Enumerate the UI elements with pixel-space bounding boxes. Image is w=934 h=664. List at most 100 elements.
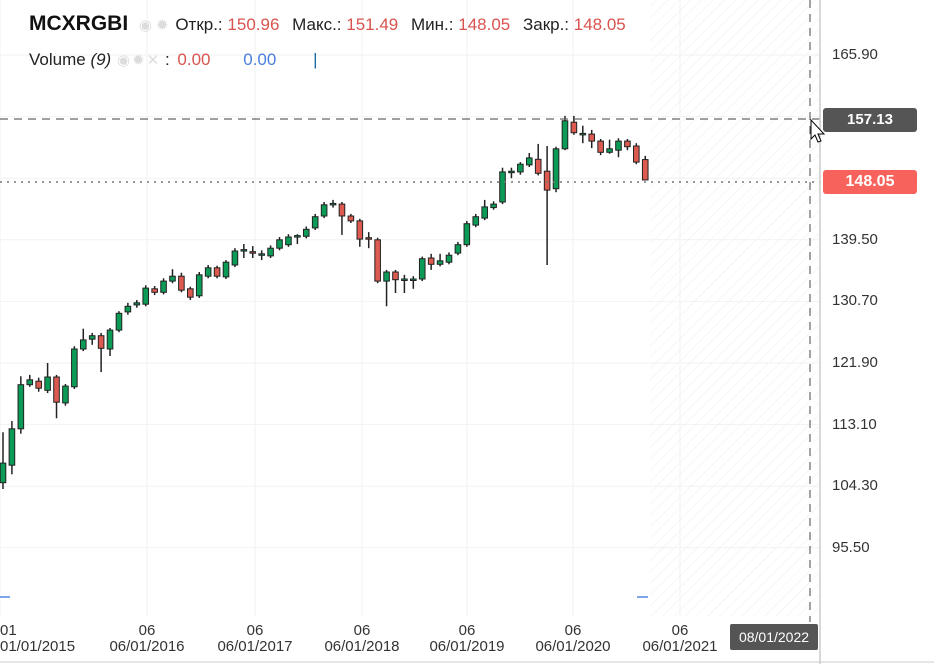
candle[interactable] [258, 250, 265, 261]
candle[interactable] [624, 139, 631, 151]
candle[interactable] [267, 245, 274, 258]
candle[interactable] [302, 226, 310, 239]
candle[interactable] [187, 286, 194, 300]
candle[interactable] [597, 139, 604, 156]
candle[interactable] [124, 302, 132, 315]
candle-body-up [79, 339, 87, 350]
candle[interactable] [294, 234, 301, 244]
candle[interactable] [490, 201, 497, 210]
candle[interactable] [436, 253, 444, 267]
candle[interactable] [481, 199, 488, 221]
candle[interactable] [499, 167, 506, 205]
candle[interactable] [169, 269, 176, 284]
candle-series [0, 115, 649, 489]
candle[interactable] [240, 244, 248, 258]
candle[interactable] [53, 374, 60, 419]
candle-body-up [169, 275, 176, 282]
candle[interactable] [606, 139, 613, 154]
candle[interactable] [231, 248, 239, 268]
candle-body-up [115, 312, 123, 331]
candle[interactable] [62, 384, 69, 406]
candle[interactable] [26, 374, 34, 387]
eye-icon[interactable]: ◉ [138, 17, 152, 34]
high-label: Макс.: [292, 15, 342, 34]
candle[interactable] [276, 237, 283, 251]
candle-body-down [53, 376, 60, 403]
candle-body-up [445, 254, 453, 263]
candle[interactable] [329, 199, 337, 208]
candle[interactable] [97, 332, 105, 373]
candle[interactable] [213, 265, 221, 279]
candle[interactable] [338, 202, 346, 235]
candle[interactable] [8, 421, 16, 475]
candle[interactable] [17, 376, 25, 434]
candle[interactable] [615, 138, 622, 158]
candle[interactable] [320, 202, 328, 219]
candle[interactable] [374, 237, 381, 284]
candle[interactable] [160, 278, 167, 295]
candle[interactable] [401, 274, 408, 293]
candle[interactable] [561, 115, 569, 151]
candle[interactable] [454, 241, 462, 256]
candle[interactable] [178, 272, 185, 293]
candle[interactable] [285, 234, 292, 247]
time-label: 06 06/01/2019 [417, 623, 517, 655]
time-label-date: 06/01/2020 [535, 638, 611, 655]
candle[interactable] [534, 143, 542, 176]
candle[interactable] [311, 213, 319, 230]
candle[interactable] [392, 269, 399, 293]
candle[interactable] [79, 328, 87, 352]
crosshair-date-tag: 08/01/2022 [730, 624, 818, 650]
candle[interactable] [410, 276, 417, 289]
candle[interactable] [418, 256, 426, 282]
candle[interactable] [641, 155, 649, 181]
candle-body-up [71, 348, 78, 388]
candle[interactable] [347, 213, 355, 223]
candle[interactable] [365, 232, 373, 249]
future-area [650, 0, 820, 616]
symbol-name: MCXRGBI [29, 12, 129, 35]
candle[interactable] [222, 260, 230, 279]
candle-body-up [552, 148, 560, 190]
gear-icon[interactable]: ✹ [156, 17, 169, 34]
eye-icon[interactable]: ◉ [116, 52, 131, 69]
candle[interactable] [543, 146, 551, 265]
candle-body-up [463, 223, 471, 246]
candle[interactable] [525, 153, 533, 167]
candle[interactable] [463, 220, 471, 247]
candle[interactable] [71, 346, 78, 389]
candle[interactable] [552, 146, 560, 193]
candle-body-up [62, 385, 69, 404]
candle[interactable] [204, 265, 212, 279]
candle[interactable] [383, 269, 390, 307]
candle[interactable] [35, 377, 42, 392]
candle[interactable] [579, 125, 587, 144]
grid [0, 0, 820, 616]
volume-label: Volume [29, 50, 86, 69]
candle[interactable] [427, 253, 435, 270]
candle[interactable] [115, 311, 123, 333]
candle[interactable] [570, 115, 578, 135]
candle[interactable] [445, 252, 453, 265]
candle[interactable] [633, 143, 640, 165]
candle[interactable] [472, 213, 480, 228]
candle[interactable] [0, 432, 7, 489]
candle[interactable] [356, 218, 364, 247]
candle[interactable] [133, 300, 141, 308]
candle[interactable] [106, 328, 114, 356]
candle[interactable] [151, 286, 158, 296]
candle-body-down [624, 140, 631, 148]
candle[interactable] [195, 272, 203, 298]
candle[interactable] [88, 332, 96, 345]
candle-body-up [88, 335, 96, 340]
candle[interactable] [517, 162, 524, 175]
close-icon[interactable]: ✕ [146, 52, 160, 69]
candle-body-down [570, 121, 578, 134]
gear-icon[interactable]: ✹ [132, 52, 145, 69]
candle[interactable] [249, 246, 257, 258]
candle[interactable] [142, 285, 150, 307]
candle[interactable] [588, 129, 596, 149]
candle[interactable] [508, 167, 515, 179]
candle[interactable] [44, 363, 51, 394]
